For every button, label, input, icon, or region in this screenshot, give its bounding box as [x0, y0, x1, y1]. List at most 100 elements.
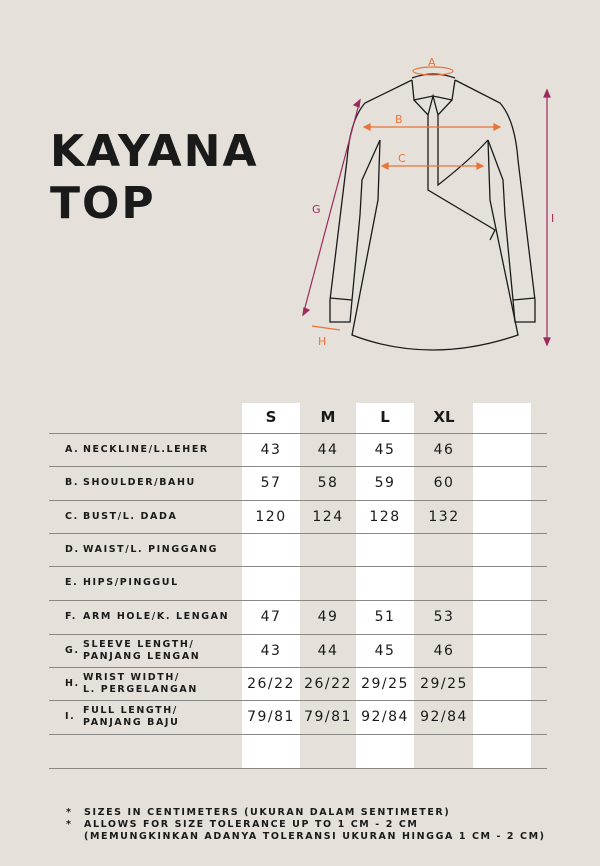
cell-l: 29/25 — [361, 675, 409, 692]
divider — [49, 533, 547, 534]
cell-l: 45 — [374, 642, 396, 659]
cell-l — [356, 566, 414, 599]
row-key: H. — [65, 677, 80, 689]
row-key: F. — [65, 610, 77, 622]
row-label-line: PANJANG BAJU — [83, 716, 180, 728]
table-row: F. ARM HOLE/K. LENGAN 47 49 51 53 — [49, 600, 547, 633]
notes: * SIZES IN CENTIMETERS (UKURAN DALAM SENT… — [66, 807, 546, 843]
row-label-line: ARM HOLE/K. LENGAN — [83, 610, 230, 622]
cell-xl: 132 — [428, 508, 460, 525]
header-size-l: L — [380, 408, 390, 426]
cell-l: 128 — [369, 508, 401, 525]
row-label-line: PANJANG LENGAN — [83, 650, 201, 662]
row-label: F. ARM HOLE/K. LENGAN — [65, 600, 229, 633]
row-label-text: SHOULDER/BAHU — [83, 477, 196, 489]
cell-m: 124 — [312, 508, 344, 525]
note-item: * ALLOWS FOR SIZE TOLERANCE UP TO 1 CM - … — [66, 819, 546, 831]
divider — [49, 433, 547, 434]
title-line-1: KAYANA — [50, 126, 259, 177]
note-text: (MEMUNGKINKAN ADANYA TOLERANSI UKURAN HI… — [84, 831, 546, 842]
row-key: I. — [65, 710, 76, 722]
row-label-text: ARM HOLE/K. LENGAN — [83, 611, 229, 623]
cell-s: 43 — [260, 642, 282, 659]
row-label-line: SHOULDER/BAHU — [83, 476, 196, 488]
row-label-text: SLEEVE LENGTH/PANJANG LENGAN — [83, 639, 200, 663]
row-key: C. — [65, 510, 79, 522]
table-row: H. WRIST WIDTH/L. PERGELANGAN 26/22 26/22 29… — [49, 667, 547, 700]
row-key: E. — [65, 576, 79, 588]
shirt-outline — [329, 73, 536, 351]
column-bg-s — [242, 403, 300, 768]
horizontal-measure-arrows — [311, 66, 502, 331]
divider — [49, 566, 547, 567]
label-h: H — [318, 335, 326, 348]
table-row: I. FULL LENGTH/PANJANG BAJU 79/81 79/81 92/8… — [49, 700, 547, 733]
cell-s: 120 — [255, 508, 287, 525]
cell-xl: 46 — [433, 642, 455, 659]
row-label-line: WAIST/L. PINGGANG — [83, 543, 219, 555]
cell-xl: 53 — [433, 608, 455, 625]
cell-m: 44 — [317, 642, 339, 659]
row-key: D. — [65, 543, 80, 555]
column-bg-l — [356, 403, 414, 768]
cell-l: 45 — [374, 441, 396, 458]
cell-xl — [415, 533, 473, 566]
row-label: C. BUST/L. DADA — [65, 500, 177, 533]
row-label-line: FULL LENGTH/ — [83, 704, 178, 716]
note-item: (MEMUNGKINKAN ADANYA TOLERANSI UKURAN HI… — [66, 831, 546, 843]
table-row: A. NECKLINE/L.LEHER 43 44 45 46 — [49, 433, 547, 466]
label-c: C — [398, 152, 406, 165]
cell-m: 58 — [317, 474, 339, 491]
divider — [49, 600, 547, 601]
title-line-2: TOP — [50, 178, 156, 229]
row-label: H. WRIST WIDTH/L. PERGELANGAN — [65, 667, 198, 700]
divider — [49, 768, 547, 769]
table-row: D. WAIST/L. PINGGANG — [49, 533, 547, 566]
cell-m — [299, 533, 357, 566]
page-title: KAYANA TOP — [50, 126, 259, 230]
cell-xl: 92/84 — [420, 708, 468, 725]
table-row: E. HIPS/PINGGUL — [49, 566, 547, 599]
divider — [49, 667, 547, 668]
cell-m: 79/81 — [304, 708, 352, 725]
row-label: G. SLEEVE LENGTH/PANJANG LENGAN — [65, 634, 200, 667]
cell-l — [356, 533, 414, 566]
divider — [49, 700, 547, 701]
row-label-line: BUST/L. DADA — [83, 510, 178, 522]
vertical-measure-arrows — [302, 88, 551, 347]
row-label: B. SHOULDER/BAHU — [65, 466, 196, 499]
cell-xl — [415, 566, 473, 599]
cell-xl: 29/25 — [420, 675, 468, 692]
cell-l: 59 — [374, 474, 396, 491]
cell-m: 44 — [317, 441, 339, 458]
header-size-xl: XL — [433, 408, 455, 426]
column-bg-extra — [473, 403, 531, 768]
shirt-diagram: A B C G H I — [302, 56, 554, 351]
cell-m: 26/22 — [304, 675, 352, 692]
diagram-labels: A B C G H I — [312, 56, 554, 348]
row-label-text: BUST/L. DADA — [83, 511, 177, 523]
cell-s: 47 — [260, 608, 282, 625]
row-label-line: WRIST WIDTH/ — [83, 671, 180, 683]
note-text: ALLOWS FOR SIZE TOLERANCE UP TO 1 CM - 2… — [84, 819, 419, 830]
row-key: A. — [65, 443, 80, 455]
table-row: C. BUST/L. DADA 120 124 128 132 — [49, 500, 547, 533]
row-label-text: HIPS/PINGGUL — [83, 577, 179, 589]
row-label-line: L. PERGELANGAN — [83, 683, 198, 695]
divider — [49, 466, 547, 467]
row-label: A. NECKLINE/L.LEHER — [65, 433, 209, 466]
cell-xl: 46 — [433, 441, 455, 458]
row-label: I. FULL LENGTH/PANJANG BAJU — [65, 700, 179, 733]
row-label-text: NECKLINE/L.LEHER — [83, 444, 209, 456]
table-row: B. SHOULDER/BAHU 57 58 59 60 — [49, 466, 547, 499]
row-label-text: WRIST WIDTH/L. PERGELANGAN — [83, 672, 198, 696]
label-g: G — [312, 203, 321, 216]
divider — [49, 634, 547, 635]
cell-m — [299, 566, 357, 599]
table-row: G. SLEEVE LENGTH/PANJANG LENGAN 43 44 45 46 — [49, 634, 547, 667]
row-label-line: SLEEVE LENGTH/ — [83, 638, 195, 650]
row-label: E. HIPS/PINGGUL — [65, 566, 179, 599]
cell-s: 43 — [260, 441, 282, 458]
cell-m: 49 — [317, 608, 339, 625]
cell-s: 57 — [260, 474, 282, 491]
